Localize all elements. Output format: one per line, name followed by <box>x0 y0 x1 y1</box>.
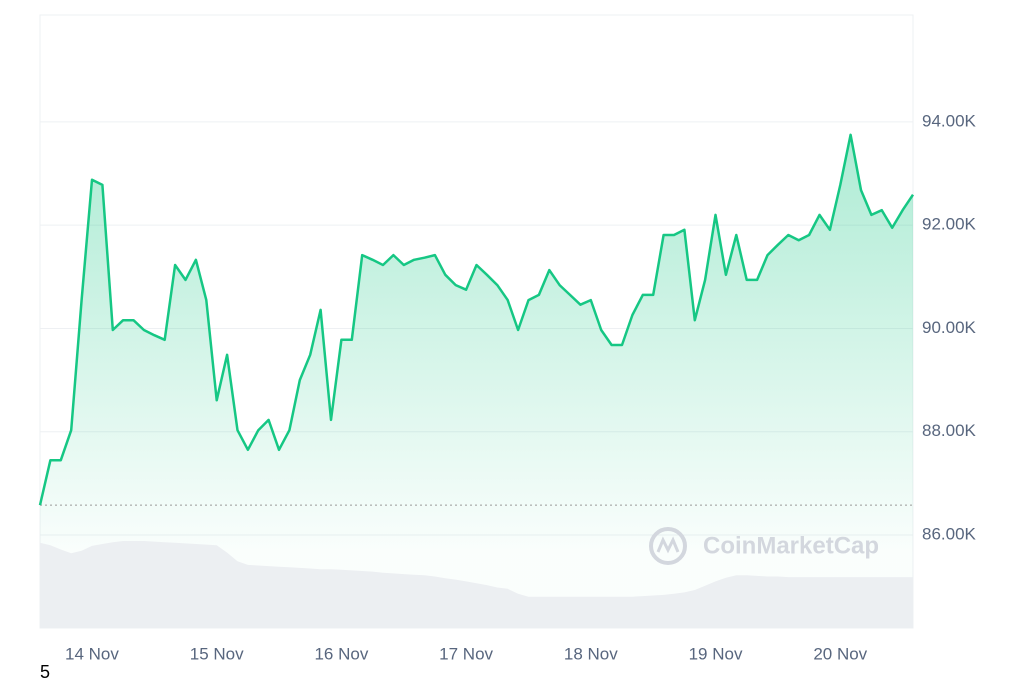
y-tick-label: 88.00K <box>922 421 977 440</box>
volume-area <box>40 541 913 628</box>
price-area <box>40 134 913 629</box>
x-tick-label: 14 Nov <box>65 644 119 663</box>
x-tick-label: 17 Nov <box>439 644 493 663</box>
y-tick-label: 94.00K <box>922 111 977 130</box>
footnote: 5 <box>40 662 50 682</box>
x-tick-label: 18 Nov <box>564 644 618 663</box>
price-line <box>38 133 915 506</box>
watermark-logo <box>649 527 687 565</box>
watermark: CoinMarketCap <box>703 532 879 559</box>
x-tick-label: 20 Nov <box>813 644 867 663</box>
x-tick-label: 16 Nov <box>314 644 368 663</box>
y-tick-label: 86.00K <box>922 525 977 544</box>
x-tick-label: 19 Nov <box>689 644 743 663</box>
y-tick-label: 90.00K <box>922 318 977 337</box>
y-tick-label: 92.00K <box>922 215 977 234</box>
x-tick-label: 15 Nov <box>190 644 244 663</box>
